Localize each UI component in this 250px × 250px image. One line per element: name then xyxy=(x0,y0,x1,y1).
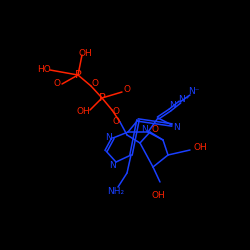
Text: OH: OH xyxy=(76,108,90,116)
Text: O: O xyxy=(112,118,119,126)
Text: O: O xyxy=(152,124,158,134)
Text: O: O xyxy=(92,80,98,88)
Text: N: N xyxy=(174,122,180,132)
Text: O: O xyxy=(112,108,119,116)
Text: N: N xyxy=(142,124,148,134)
Text: N: N xyxy=(110,160,116,170)
Text: OH: OH xyxy=(193,142,207,152)
Text: N⁺: N⁺ xyxy=(178,94,190,104)
Text: O: O xyxy=(54,80,60,88)
Text: O: O xyxy=(124,86,130,94)
Text: OH: OH xyxy=(151,190,165,200)
Text: HO: HO xyxy=(37,66,51,74)
Text: N: N xyxy=(168,102,175,110)
Text: N: N xyxy=(104,134,112,142)
Text: P: P xyxy=(98,93,105,103)
Text: N⁻: N⁻ xyxy=(188,88,200,96)
Text: NH₂: NH₂ xyxy=(108,186,124,196)
Text: P: P xyxy=(74,70,82,80)
Text: OH: OH xyxy=(78,48,92,58)
